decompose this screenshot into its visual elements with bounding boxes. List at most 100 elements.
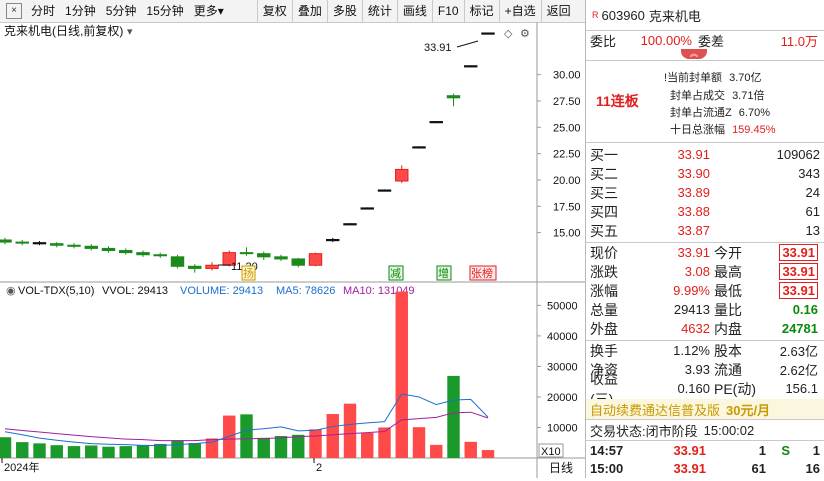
- stat-value: 3.08: [684, 264, 710, 279]
- volume-bar: [16, 442, 29, 458]
- weicha-label: 委差: [698, 33, 725, 49]
- candle: [205, 262, 219, 271]
- fund-label: 换手: [590, 342, 618, 359]
- stat-value-text: 33.91: [779, 263, 818, 280]
- candle: [119, 248, 133, 255]
- bid-row[interactable]: 买一 33.91 109062: [586, 145, 824, 164]
- mark-button[interactable]: 标记: [463, 0, 499, 22]
- event-mark-zeng: 增: [438, 266, 449, 280]
- overlay-button[interactable]: 叠加: [291, 0, 327, 22]
- kline-chart-area[interactable]: 克来机电(日线,前复权) ▾ ◇ ⚙ 30.00 27.50 25.00 22.50 2…: [0, 22, 585, 478]
- back-button[interactable]: 返回: [540, 0, 576, 22]
- stat-label: 内盘: [714, 320, 742, 337]
- event-mark-yang: 扬: [243, 266, 254, 280]
- stat-value: 29413: [673, 302, 710, 317]
- info-prefix: !: [664, 72, 668, 84]
- candle-body: [429, 121, 443, 124]
- candle-body: [291, 258, 305, 266]
- stat-value: 24781: [754, 321, 818, 336]
- tab-5min[interactable]: 5分钟: [105, 4, 137, 18]
- tab-15min[interactable]: 15分钟: [146, 4, 184, 18]
- volume-bar: [257, 437, 270, 458]
- multi-stock-button[interactable]: 多股: [326, 0, 362, 22]
- vol-axis-label: 10000: [547, 422, 578, 434]
- fund-label: 流通: [714, 361, 742, 378]
- event-mark-box[interactable]: [388, 265, 404, 281]
- trade-status-label: 交易状态:: [590, 423, 646, 439]
- info-label: 封单占成交: [670, 90, 725, 102]
- bid-row[interactable]: 买四 33.88 61: [586, 202, 824, 221]
- volume-bar: [119, 446, 132, 458]
- tick-price: 33.91: [673, 442, 706, 458]
- bid-row[interactable]: 买五 33.87 13: [586, 221, 824, 240]
- weibi-value: 100.00%: [640, 32, 692, 48]
- event-mark-box[interactable]: [436, 265, 452, 281]
- candle: [291, 257, 305, 268]
- trade-status: 闭市阶段: [645, 423, 698, 439]
- tick-time: 15:00: [590, 460, 624, 476]
- bid-row[interactable]: 买三 33.89 24: [586, 183, 824, 202]
- candle: [412, 146, 426, 149]
- more-menu[interactable]: 更多▾: [189, 0, 229, 22]
- vol-axis-label: 20000: [547, 392, 578, 404]
- volume-bar: [292, 434, 305, 458]
- collapse-icon[interactable]: ︽: [681, 49, 707, 59]
- title-dropdown-icon[interactable]: ▾: [127, 26, 133, 38]
- kline-chart[interactable]: 克来机电(日线,前复权) ▾ ◇ ⚙ 30.00 27.50 25.00 22.50 2…: [0, 22, 585, 478]
- candle: [464, 65, 478, 68]
- event-mark-box[interactable]: [469, 265, 497, 281]
- period-tab[interactable]: 日线: [549, 461, 573, 475]
- stat-value: 33.91: [754, 263, 818, 280]
- stat-value: 33.91: [754, 244, 818, 261]
- vol-axis-label: 30000: [547, 361, 578, 373]
- bid-volume: 109062: [776, 147, 820, 162]
- promo-banner[interactable]: 自动续费通达信普及版 30元/月: [586, 399, 824, 419]
- info-line: 封单占流通Z 6.70%: [670, 104, 770, 120]
- volume-bar: [326, 414, 339, 458]
- candle-body: [101, 247, 116, 252]
- volume-bar: [430, 444, 443, 458]
- bid-label: 买二: [590, 165, 618, 182]
- x-label-month: 2: [316, 462, 322, 474]
- fuquan-button[interactable]: 复权: [256, 0, 292, 22]
- event-marks: 扬 减 增 张榜: [241, 265, 497, 281]
- indicator-settings-icon[interactable]: ◉: [6, 285, 16, 297]
- stat-value: 9.99%: [673, 283, 710, 298]
- volume-bar: [0, 437, 12, 458]
- close-icon[interactable]: ×: [6, 3, 22, 19]
- f10-button[interactable]: F10: [431, 0, 464, 22]
- tab-fenshi[interactable]: 分时: [31, 4, 56, 18]
- candle-body: [257, 253, 271, 258]
- stat-label: 外盘: [590, 320, 618, 337]
- fund-label: PE(动): [714, 380, 756, 397]
- event-mark-box[interactable]: [241, 265, 256, 281]
- draw-line-button[interactable]: 画线: [396, 0, 432, 22]
- candle-body: [481, 32, 495, 35]
- bid-volume: 24: [805, 185, 820, 200]
- event-mark-zhangbang: 张榜: [471, 266, 493, 280]
- price-axis-label: 20.00: [553, 175, 581, 187]
- stock-name: 克来机电: [648, 8, 701, 24]
- fund-value: 156.1: [785, 381, 818, 396]
- bid-volume: 61: [805, 204, 820, 219]
- bid-label: 买四: [590, 203, 618, 220]
- bid-price: 33.88: [677, 204, 710, 219]
- candle: [239, 247, 254, 256]
- volume-bar: [171, 440, 184, 458]
- statistics-button[interactable]: 统计: [361, 0, 397, 22]
- candle: [32, 241, 47, 246]
- volume-bar: [481, 450, 495, 458]
- volume-value: VOLUME: 29413: [180, 285, 263, 297]
- settings-icon[interactable]: ⚙: [520, 28, 530, 40]
- tab-1min[interactable]: 1分钟: [65, 4, 96, 18]
- add-watchlist-button[interactable]: +自选: [498, 0, 541, 22]
- diamond-icon[interactable]: ◇: [504, 28, 513, 40]
- candle: [101, 246, 116, 253]
- high-arrow: [456, 40, 479, 48]
- ma5-value: MA5: 78626: [276, 285, 335, 297]
- bid-row[interactable]: 买二 33.90 343: [586, 164, 824, 183]
- indicator-name[interactable]: VOL-TDX(5,10): [18, 285, 94, 297]
- ma10-line: [4, 411, 489, 442]
- price-axis-label: 27.50: [553, 96, 581, 108]
